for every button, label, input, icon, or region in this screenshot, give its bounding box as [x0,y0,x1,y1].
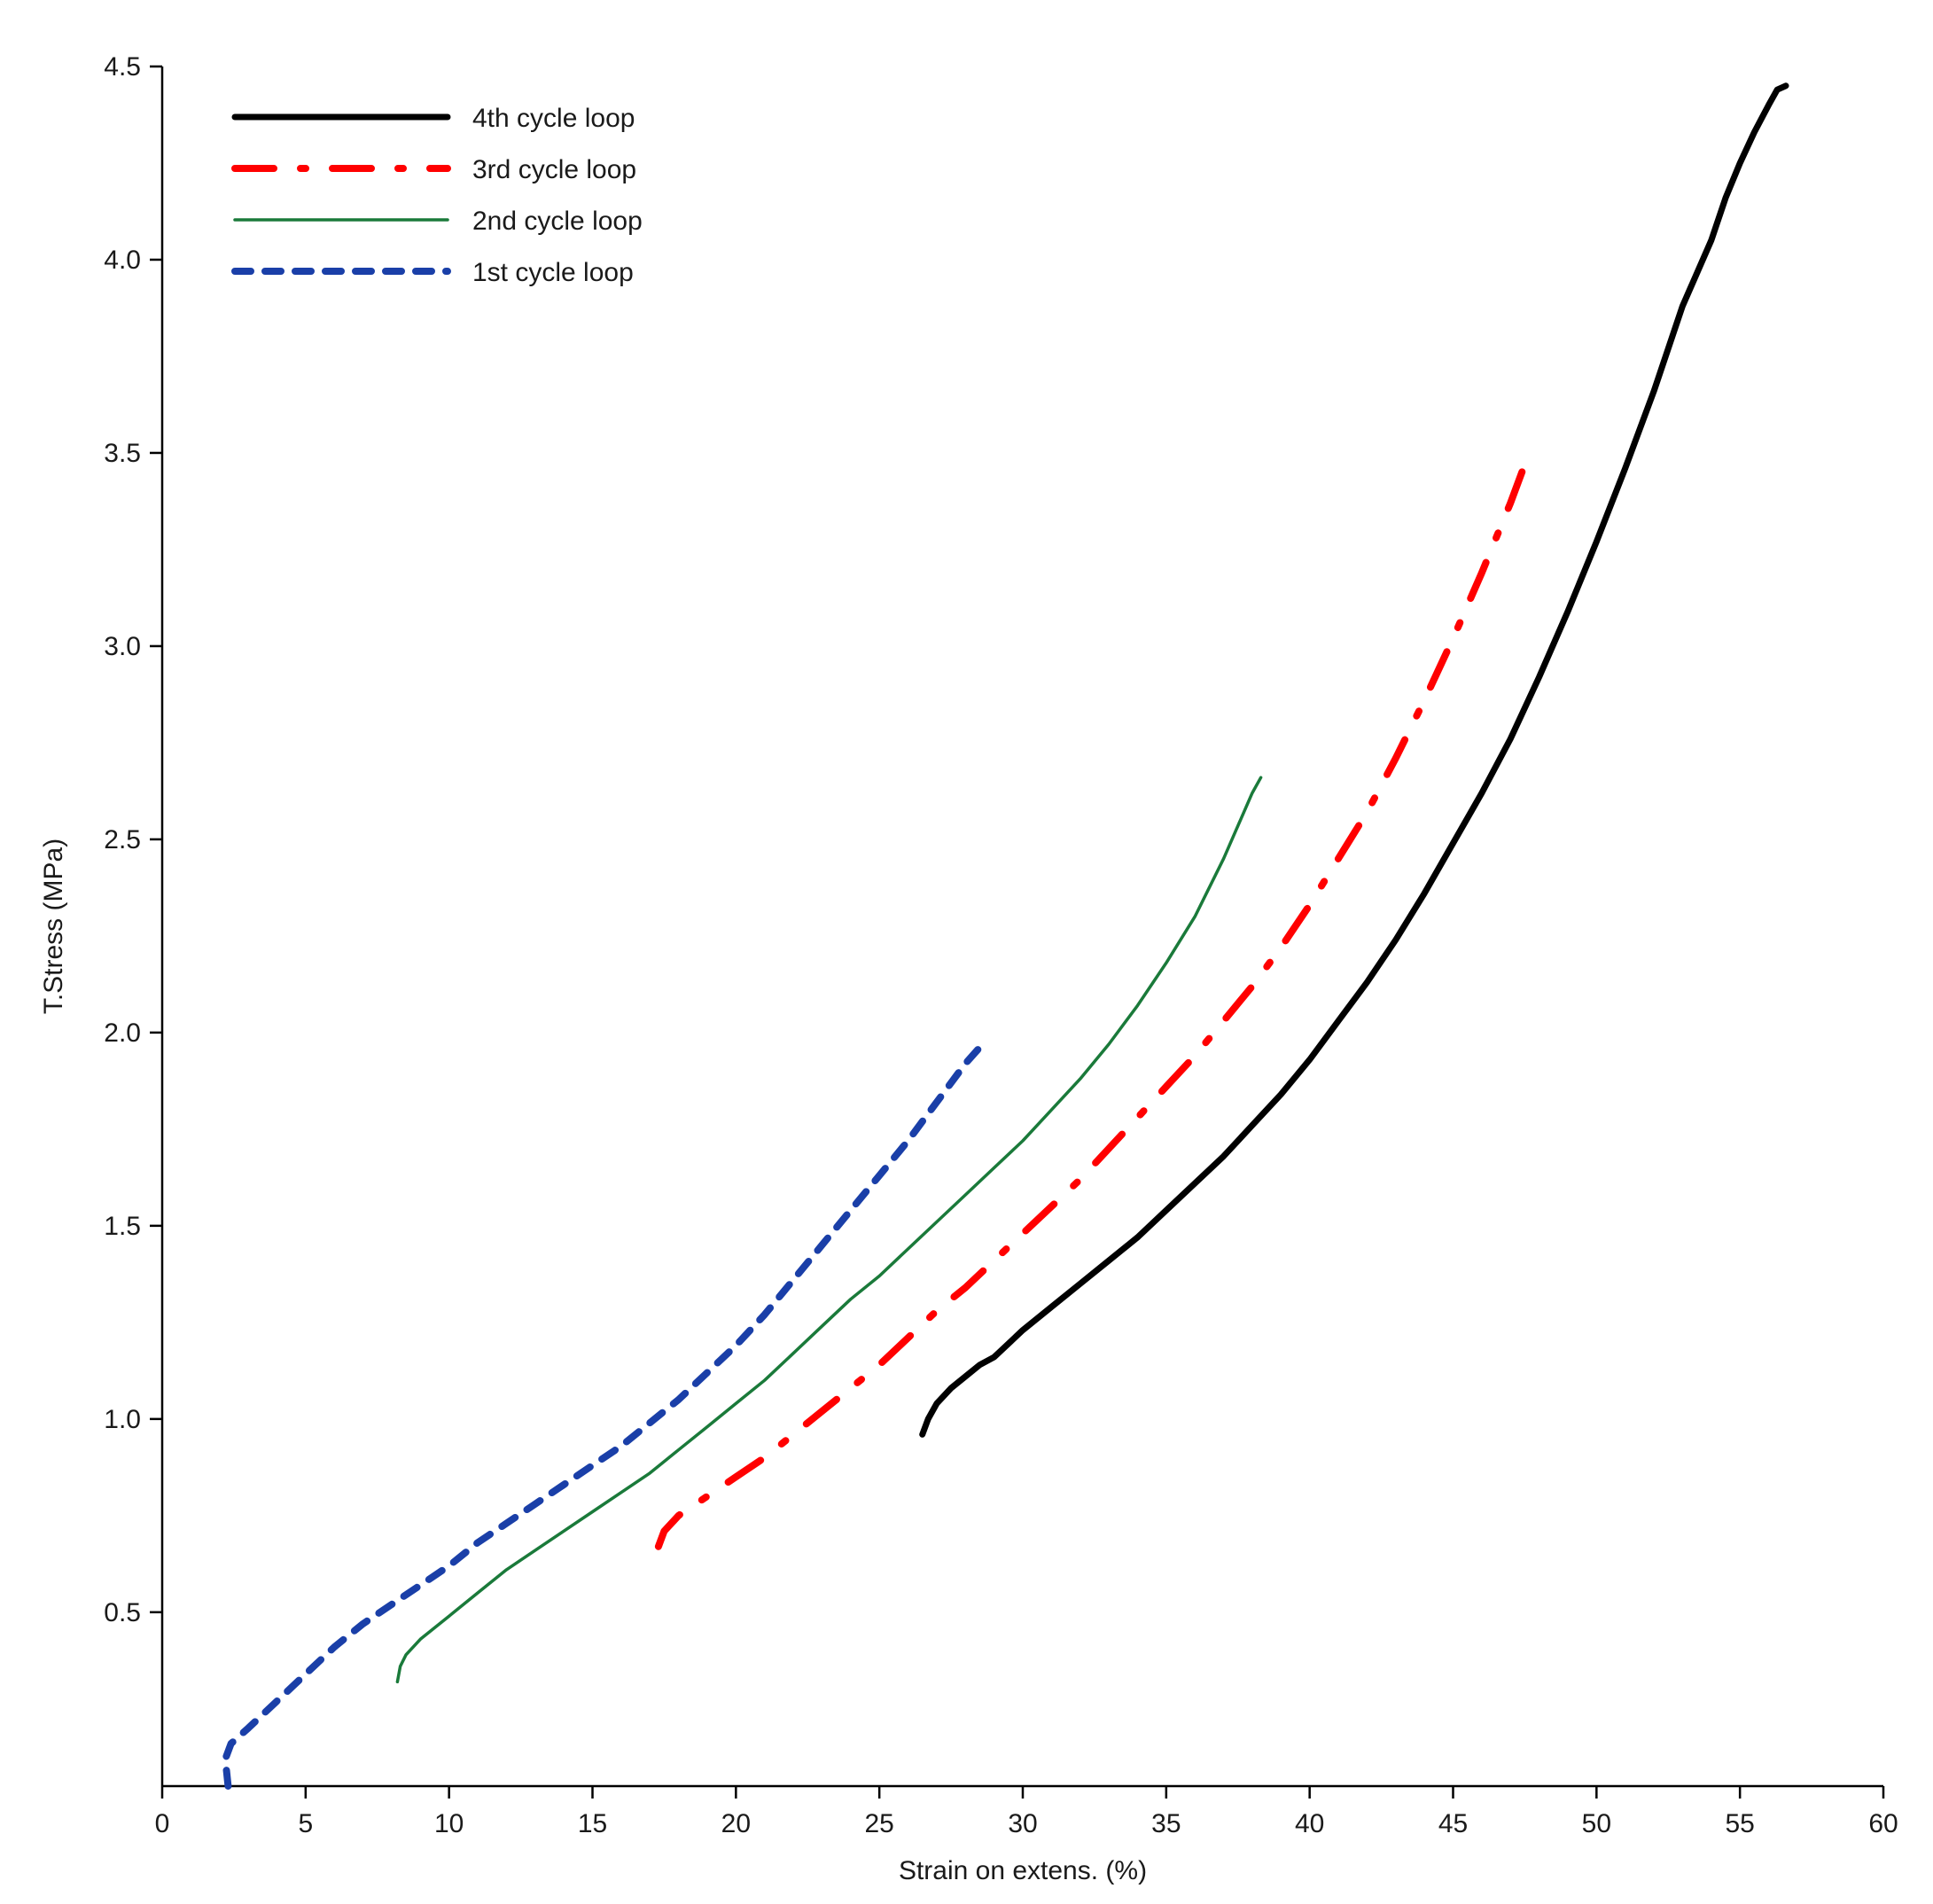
legend-label: 2nd cycle loop [472,207,643,236]
y-tick-label: 4.5 [104,52,141,82]
x-tick-label: 40 [1295,1809,1324,1838]
series-line-3 [395,776,1263,1684]
series-line-4 [222,1041,986,1790]
y-tick-label: 3.0 [104,632,141,661]
x-tick-label: 15 [578,1809,607,1838]
series-line-1 [919,82,1789,1438]
legend-label: 3rd cycle loop [472,155,636,184]
y-tick-label: 4.0 [104,246,141,275]
y-tick-label: 2.5 [104,825,141,854]
x-tick-label: 50 [1582,1809,1611,1838]
x-tick-label: 60 [1868,1809,1898,1838]
y-tick-label: 1.0 [104,1405,141,1434]
x-tick-label: 0 [155,1809,170,1838]
y-tick-label: 2.0 [104,1018,141,1048]
axes [160,66,1883,1788]
y-tick-label: 3.5 [104,439,141,468]
legend-label: 4th cycle loop [472,104,635,133]
legend-label: 1st cycle loop [472,258,634,287]
series-lines [222,82,1789,1790]
x-tick-label: 10 [434,1809,464,1838]
x-tick-label: 35 [1151,1809,1181,1838]
x-tick-label: 25 [864,1809,893,1838]
y-ticks: 0.5 1.0 1.5 2.0 2.5 3.0 3.5 4.0 4.5 [104,52,162,1627]
x-tick-label: 20 [721,1809,751,1838]
y-tick-label: 1.5 [104,1212,141,1241]
y-tick-label: 0.5 [104,1598,141,1627]
x-tick-label: 55 [1725,1809,1754,1838]
legend: 4th cycle loop 3rd cycle loop 2nd cycle lo… [231,104,643,287]
x-tick-label: 5 [298,1809,313,1838]
x-ticks: 0 5 10 15 20 25 30 35 40 45 50 55 60 [155,1786,1898,1838]
x-tick-label: 30 [1008,1809,1037,1838]
series-line-2 [654,461,1529,1550]
x-tick-label: 45 [1438,1809,1468,1838]
x-axis-title: Strain on extens. (%) [899,1856,1147,1885]
y-axis-title: T.Stress (MPa) [39,839,68,1014]
